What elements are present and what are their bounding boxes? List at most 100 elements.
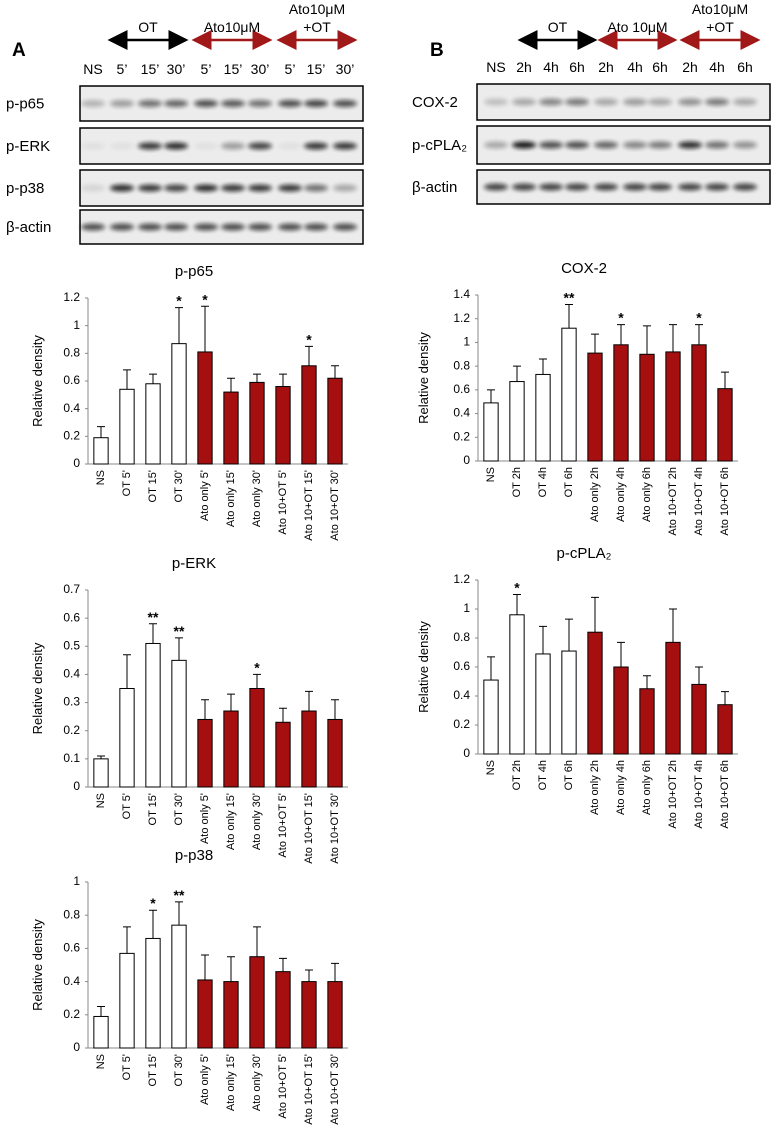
- y-tick-label: 1.2: [63, 290, 80, 304]
- blot-band: [221, 100, 245, 107]
- x-tick-label: Ato only 2h: [589, 760, 601, 815]
- chart-title: p-ERK: [172, 555, 216, 572]
- error-bar: [513, 594, 521, 615]
- blot-row-label: β-actin: [412, 179, 457, 196]
- error-bar: [591, 333, 599, 354]
- bar: [93, 1015, 109, 1049]
- blot-band: [81, 184, 105, 192]
- x-tick-label: Ato 10+OT 2h: [667, 760, 679, 829]
- significance: *: [618, 310, 624, 326]
- x-tick-label: Ato only 6h: [641, 760, 653, 815]
- bar: [691, 344, 707, 462]
- x-tick-label: OT 30': [173, 470, 185, 502]
- x-tick-label: Ato 10+OT 5': [277, 470, 289, 535]
- bar: [665, 641, 681, 755]
- bar: [249, 688, 265, 788]
- group-label: Ato10μM: [289, 1, 345, 17]
- lane-label: 5’: [117, 61, 128, 77]
- x-tick-label: OT 5': [121, 1054, 133, 1080]
- blot-band: [484, 141, 508, 149]
- bar: [613, 666, 629, 755]
- bar: [275, 971, 291, 1049]
- blot-band: [733, 183, 757, 191]
- lane-label: 6h: [737, 59, 753, 75]
- y-axis-label: Relative density: [30, 335, 45, 427]
- error-bar: [201, 305, 209, 352]
- x-tick-label: OT 30': [173, 793, 185, 825]
- blot-band: [304, 184, 328, 192]
- bar: [535, 653, 551, 755]
- blot-row-label: p-p38: [6, 180, 44, 197]
- error-bar: [695, 666, 703, 685]
- blot-row-label: COX-2: [412, 94, 458, 111]
- bar: [223, 710, 239, 788]
- error-bar: [227, 693, 235, 712]
- significance: **: [564, 289, 575, 305]
- significance: *: [176, 293, 182, 309]
- blot-band: [304, 142, 328, 150]
- lane-label: 6h: [569, 59, 585, 75]
- lane-label: 30’: [336, 61, 355, 77]
- error-bar: [279, 957, 287, 972]
- bar: [509, 614, 525, 755]
- y-tick-label: 0.8: [453, 630, 470, 644]
- blot-row-label: p-p65: [6, 96, 44, 113]
- blot-band: [333, 142, 357, 150]
- blot-band: [565, 98, 589, 106]
- y-tick-label: 0: [73, 456, 80, 470]
- bar: [197, 979, 213, 1049]
- lane-label: 6h: [652, 59, 668, 75]
- error-bar: [331, 699, 339, 720]
- group-label: +OT: [706, 19, 734, 35]
- blot-band: [705, 141, 729, 149]
- y-tick-label: 1.2: [453, 572, 470, 586]
- error-bar: [669, 324, 677, 352]
- blot-row-label: p-ERK: [6, 138, 50, 155]
- lane-label: 15’: [224, 61, 243, 77]
- x-tick-label: Ato only 5': [199, 1054, 211, 1105]
- error-bar: [253, 673, 261, 689]
- chart-title: p-cPLA₂: [556, 545, 611, 562]
- blot-band: [484, 183, 508, 191]
- y-axis-label: Relative density: [416, 621, 431, 713]
- error-bar: [565, 303, 573, 329]
- y-tick-label: 0.4: [63, 974, 80, 988]
- blot-band: [194, 184, 218, 192]
- bar: [119, 952, 135, 1049]
- blot-band: [594, 98, 618, 106]
- y-tick-label: 0.6: [63, 941, 80, 955]
- lane-label: 2h: [682, 59, 698, 75]
- bar: [483, 679, 499, 755]
- blot-band: [648, 98, 672, 106]
- lane-label: 15’: [141, 61, 160, 77]
- blot-band: [648, 141, 672, 149]
- bar: [223, 391, 239, 465]
- blot-band: [194, 100, 218, 107]
- blot-band: [733, 98, 757, 106]
- lane-label: 30’: [167, 61, 186, 77]
- blot-band: [278, 100, 302, 107]
- y-tick-label: 0: [463, 746, 470, 760]
- bar: [301, 365, 317, 465]
- lane-label: 15’: [307, 61, 326, 77]
- group-label: Ato10μM: [204, 19, 260, 35]
- x-tick-label: Ato only 30': [251, 470, 263, 527]
- bar: [145, 937, 161, 1049]
- blot-band: [623, 183, 647, 191]
- group-label: OT: [548, 19, 568, 35]
- bar: [249, 956, 265, 1049]
- blot-band: [623, 141, 647, 149]
- error-bar: [331, 365, 339, 379]
- blot-band: [333, 100, 357, 107]
- chart-title: p-p65: [175, 263, 213, 280]
- y-tick-label: 0: [463, 453, 470, 467]
- x-tick-label: OT 4h: [537, 467, 549, 497]
- blot-band: [539, 183, 563, 191]
- significance: *: [150, 895, 156, 911]
- x-tick-label: Ato only 30': [251, 793, 263, 850]
- significance: *: [254, 659, 260, 675]
- blot-band: [248, 100, 272, 107]
- error-bar: [279, 707, 287, 723]
